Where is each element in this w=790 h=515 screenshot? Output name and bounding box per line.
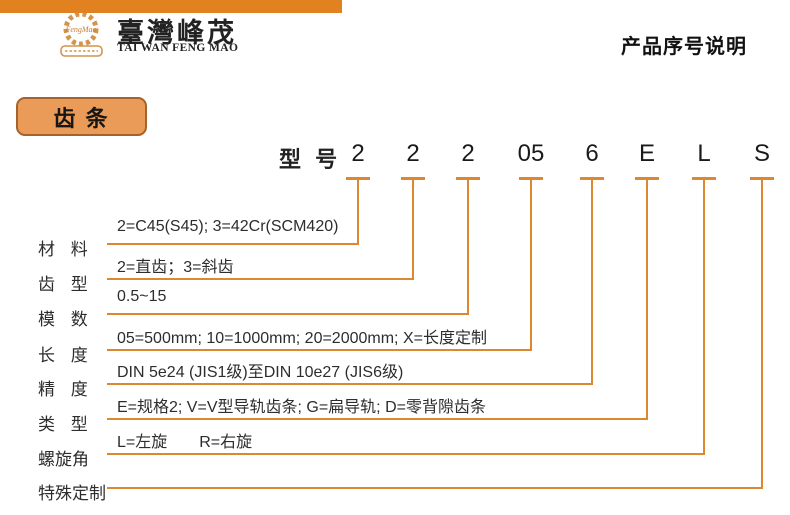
row-label: 精 度 <box>38 380 88 399</box>
connector-row-line <box>107 418 648 420</box>
row-value: 2=C45(S45); 3=42Cr(SCM420) <box>117 218 339 235</box>
row-value: DIN 5e24 (JIS1级)至DIN 10e27 (JIS6级) <box>117 364 404 381</box>
header-accent-bar-right <box>0 0 24 13</box>
header-accent-bar-middle <box>0 0 342 13</box>
connector-vertical-line <box>646 178 648 420</box>
model-code-char: 2 <box>461 140 475 167</box>
model-code-char: 6 <box>585 140 599 167</box>
model-code-char: 2 <box>351 140 365 167</box>
svg-text:FengMao: FengMao <box>64 25 96 34</box>
connector-vertical-line <box>761 178 763 489</box>
model-code-char: 2 <box>406 140 420 167</box>
brand-name-chinese: 臺灣峰茂 <box>117 18 237 48</box>
row-label: 螺旋角 <box>38 450 89 469</box>
section-title-label: 齿 条 <box>53 105 110 131</box>
model-code-char: 05 <box>517 140 545 167</box>
fengmao-gear-logo-icon: FengMao <box>54 9 116 61</box>
row-label: 类 型 <box>38 415 88 434</box>
row-label: 特殊定制 <box>38 484 106 503</box>
connector-vertical-line <box>703 178 705 455</box>
row-label: 长 度 <box>38 346 88 365</box>
connector-vertical-line <box>591 178 593 385</box>
row-label: 齿 型 <box>38 275 88 294</box>
section-title-badge: 齿 条 <box>16 97 147 136</box>
connector-row-line <box>107 313 469 315</box>
model-code-char: E <box>638 140 656 167</box>
connector-row-line <box>107 487 763 489</box>
connector-vertical-line <box>530 178 532 351</box>
connector-vertical-line <box>357 178 359 245</box>
row-value: 0.5~15 <box>117 288 167 305</box>
page-title: 产品序号说明 <box>621 36 747 58</box>
row-value: 2=直齿；3=斜齿 <box>117 259 234 276</box>
connector-vertical-line <box>412 178 414 280</box>
connector-row-line <box>107 349 532 351</box>
connector-row-line <box>107 383 593 385</box>
connector-row-line <box>107 278 414 280</box>
brand-name-english: TAI WAN FENG MAO <box>117 42 239 54</box>
connector-vertical-line <box>467 178 469 315</box>
row-label: 模 数 <box>38 310 88 329</box>
row-value: 05=500mm; 10=1000mm; 20=2000mm; X=长度定制 <box>117 330 487 347</box>
row-label: 材 料 <box>38 240 88 259</box>
model-number-label: 型 号 <box>279 147 338 172</box>
row-value: E=规格2; V=V型导轨齿条; G=扁导轨; D=零背隙齿条 <box>117 399 486 416</box>
connector-row-line <box>107 243 359 245</box>
connector-row-line <box>107 453 705 455</box>
row-value: L=左旋 R=右旋 <box>117 434 253 451</box>
model-code-char: S <box>753 140 771 167</box>
model-code-char: L <box>697 140 711 167</box>
